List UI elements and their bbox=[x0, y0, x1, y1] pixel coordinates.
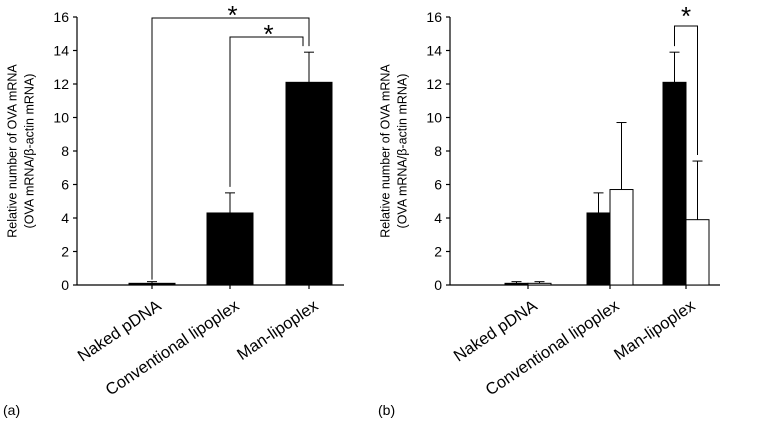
bar bbox=[685, 219, 710, 286]
bar bbox=[504, 282, 529, 286]
bar bbox=[527, 282, 552, 286]
y-tick-label: 16 bbox=[53, 9, 69, 25]
y-tick-label: 4 bbox=[434, 210, 442, 226]
x-tick-label: Man-lipoplex bbox=[611, 296, 699, 364]
bar bbox=[128, 282, 176, 286]
bar bbox=[609, 189, 634, 286]
panel-b-chart: 0 2 4 6 8 10 12 14 16 Relative number of OVA mRNA… bbox=[378, 1, 720, 418]
significance-label: * bbox=[681, 1, 691, 31]
y-axis-label: Relative number of OVA mRNA bbox=[5, 64, 19, 238]
significance-bracket bbox=[674, 25, 698, 156]
bar bbox=[285, 81, 333, 286]
panel-a-chart: 0 2 4 6 8 10 12 14 16 Relative number of OVA mRNA… bbox=[3, 0, 344, 418]
panel-label: (a) bbox=[3, 402, 20, 418]
y-tick-label: 6 bbox=[434, 177, 442, 193]
significance-label: * bbox=[227, 0, 237, 30]
panel-label: (b) bbox=[378, 402, 395, 418]
significance-label: * bbox=[263, 19, 273, 49]
bar bbox=[206, 212, 254, 286]
y-tick-label: 2 bbox=[434, 244, 442, 260]
y-tick-label: 4 bbox=[61, 210, 69, 226]
bar bbox=[586, 212, 611, 286]
y-tick-label: 12 bbox=[426, 76, 442, 92]
y-tick-label: 10 bbox=[426, 110, 442, 126]
y-axis-label: Relative number of OVA mRNA bbox=[378, 64, 392, 238]
y-axis-label-units: (OVA mRNA/β-actin mRNA) bbox=[22, 74, 36, 229]
y-tick-label: 2 bbox=[61, 244, 69, 260]
y-tick-label: 0 bbox=[61, 277, 69, 293]
y-tick-label: 6 bbox=[61, 177, 69, 193]
y-tick-label: 0 bbox=[434, 277, 442, 293]
x-tick-label: Man-lipoplex bbox=[234, 296, 322, 364]
y-tick-label: 10 bbox=[53, 110, 69, 126]
x-tick-label: Conventional lipoplex bbox=[482, 296, 623, 399]
y-axis-label-units: (OVA mRNA/β-actin mRNA) bbox=[395, 74, 409, 229]
significance-bracket bbox=[151, 17, 310, 280]
y-tick-label: 14 bbox=[426, 43, 442, 59]
y-tick-label: 12 bbox=[53, 76, 69, 92]
significance-bracket bbox=[229, 36, 304, 187]
y-tick-label: 14 bbox=[53, 43, 69, 59]
y-tick-label: 8 bbox=[434, 143, 442, 159]
y-tick-label: 8 bbox=[61, 143, 69, 159]
y-tick-label: 16 bbox=[426, 9, 442, 25]
bar bbox=[662, 81, 687, 286]
x-tick-label: Conventional lipoplex bbox=[102, 296, 243, 399]
